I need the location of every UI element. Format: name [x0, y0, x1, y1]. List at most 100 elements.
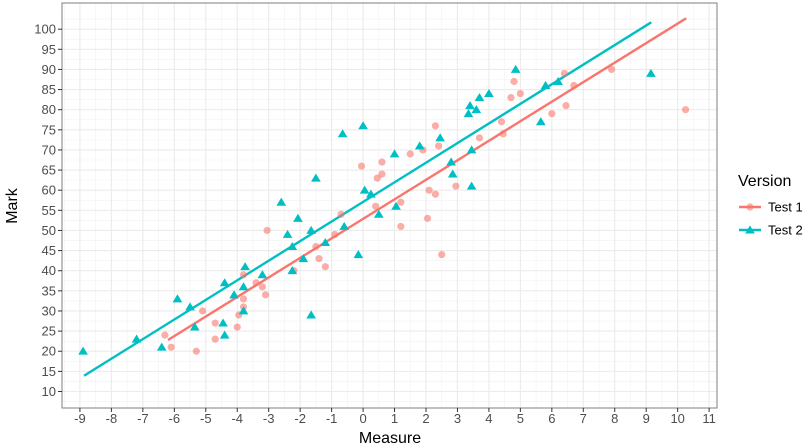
test-2-point [282, 229, 293, 238]
test-2-point [287, 241, 298, 251]
test-2-point [446, 157, 456, 166]
panel-background [62, 3, 717, 408]
x-tick-label: 9 [643, 411, 650, 426]
y-tick-label: 50 [42, 223, 56, 238]
test-2-point [471, 105, 482, 114]
test-1-point [548, 110, 556, 118]
test-1-point [239, 295, 248, 303]
x-tick-label: 4 [485, 411, 492, 426]
x-tick-label: 1 [391, 411, 398, 426]
test-2-point [373, 209, 384, 218]
test-2-point [78, 346, 88, 355]
test-1-point [312, 242, 320, 251]
test-1-point [258, 283, 267, 291]
x-tick-label: 2 [422, 411, 429, 426]
y-tick-label: 30 [42, 303, 56, 318]
test-1-point [431, 122, 440, 130]
legend-circle-icon [746, 203, 754, 211]
test-1-point [239, 271, 248, 279]
test-2-point [257, 270, 268, 279]
panel-border [61, 2, 718, 409]
test-1-point [452, 182, 460, 190]
test-2-point [553, 76, 563, 85]
x-tick-label: -6 [169, 411, 181, 426]
test-1-point [475, 134, 484, 142]
test-1-point [560, 69, 569, 78]
test-2-point [293, 213, 303, 222]
test-1-point [373, 174, 381, 182]
test-2-point [358, 121, 368, 130]
test-2-point [463, 109, 474, 118]
y-tick-label: 60 [42, 183, 56, 198]
test-2-point [484, 88, 494, 98]
test-2-point [339, 221, 350, 230]
x-tick-label: 3 [454, 411, 461, 426]
x-tick-label: -9 [74, 411, 86, 426]
test-1-point [315, 255, 323, 263]
test-2-point [353, 250, 364, 259]
test-2-point [218, 318, 228, 327]
test-2-point [466, 181, 477, 190]
x-tick-label: -3 [263, 411, 275, 426]
test-1-point [434, 142, 443, 150]
test-1-point [510, 77, 518, 86]
fit-line-1 [167, 17, 687, 341]
x-tick-label: 10 [670, 411, 684, 426]
test-1-point [378, 158, 386, 166]
test-1-point [252, 279, 260, 287]
test-2-point [337, 129, 348, 138]
y-tick-label: 20 [42, 344, 56, 359]
x-tick-label: -5 [200, 411, 212, 426]
legend-triangle-icon [745, 225, 755, 234]
test-1-point [570, 81, 578, 90]
x-tick-label: 8 [611, 411, 618, 426]
legend-label: Test 1 [768, 200, 803, 215]
x-tick-label: -1 [326, 411, 338, 426]
x-tick-label: -2 [294, 411, 306, 426]
y-tick-label: 90 [42, 62, 56, 77]
legend-title: Version [738, 173, 791, 190]
test-2-point [359, 185, 370, 194]
test-2-point [320, 237, 331, 246]
test-2-point [465, 101, 475, 110]
data-points [78, 64, 690, 355]
test-1-point [161, 331, 169, 339]
test-1-point [211, 335, 219, 343]
legend-label: Test 2 [768, 223, 803, 238]
test-1-point [516, 89, 524, 98]
x-tick-label: 7 [580, 411, 587, 426]
test-2-point [389, 149, 400, 158]
test-1-point [337, 210, 345, 218]
test-2-point [298, 254, 309, 263]
y-tick-label: 95 [42, 42, 56, 57]
test-2-point [185, 302, 195, 311]
test-2-point [391, 201, 401, 210]
test-2-point [510, 64, 521, 73]
test-2-point [466, 145, 477, 154]
test-2-point [276, 197, 287, 206]
test-1-point [681, 106, 690, 114]
test-2-point [447, 169, 458, 178]
y-tick-label: 100 [34, 22, 56, 37]
x-tick-label: 0 [359, 411, 366, 426]
y-tick-label: 45 [42, 243, 56, 258]
test-1-point [357, 162, 366, 170]
test-2-point [238, 306, 249, 315]
y-tick-label: 65 [42, 163, 56, 178]
y-tick-label: 75 [42, 122, 56, 137]
test-1-point [211, 319, 219, 327]
test-2-point [311, 173, 321, 182]
test-1-point [397, 198, 405, 206]
test-2-point [435, 133, 445, 142]
y-tick-label: 10 [42, 384, 56, 399]
test-2-point [646, 68, 656, 77]
y-tick-label: 70 [42, 142, 56, 157]
x-tick-label: -7 [137, 411, 149, 426]
test-2-point [172, 294, 183, 303]
test-1-point [406, 150, 414, 158]
x-axis-title: Measure [359, 430, 421, 446]
test-1-point [167, 343, 175, 351]
test-1-point [397, 222, 405, 231]
test-2-point [535, 117, 546, 126]
